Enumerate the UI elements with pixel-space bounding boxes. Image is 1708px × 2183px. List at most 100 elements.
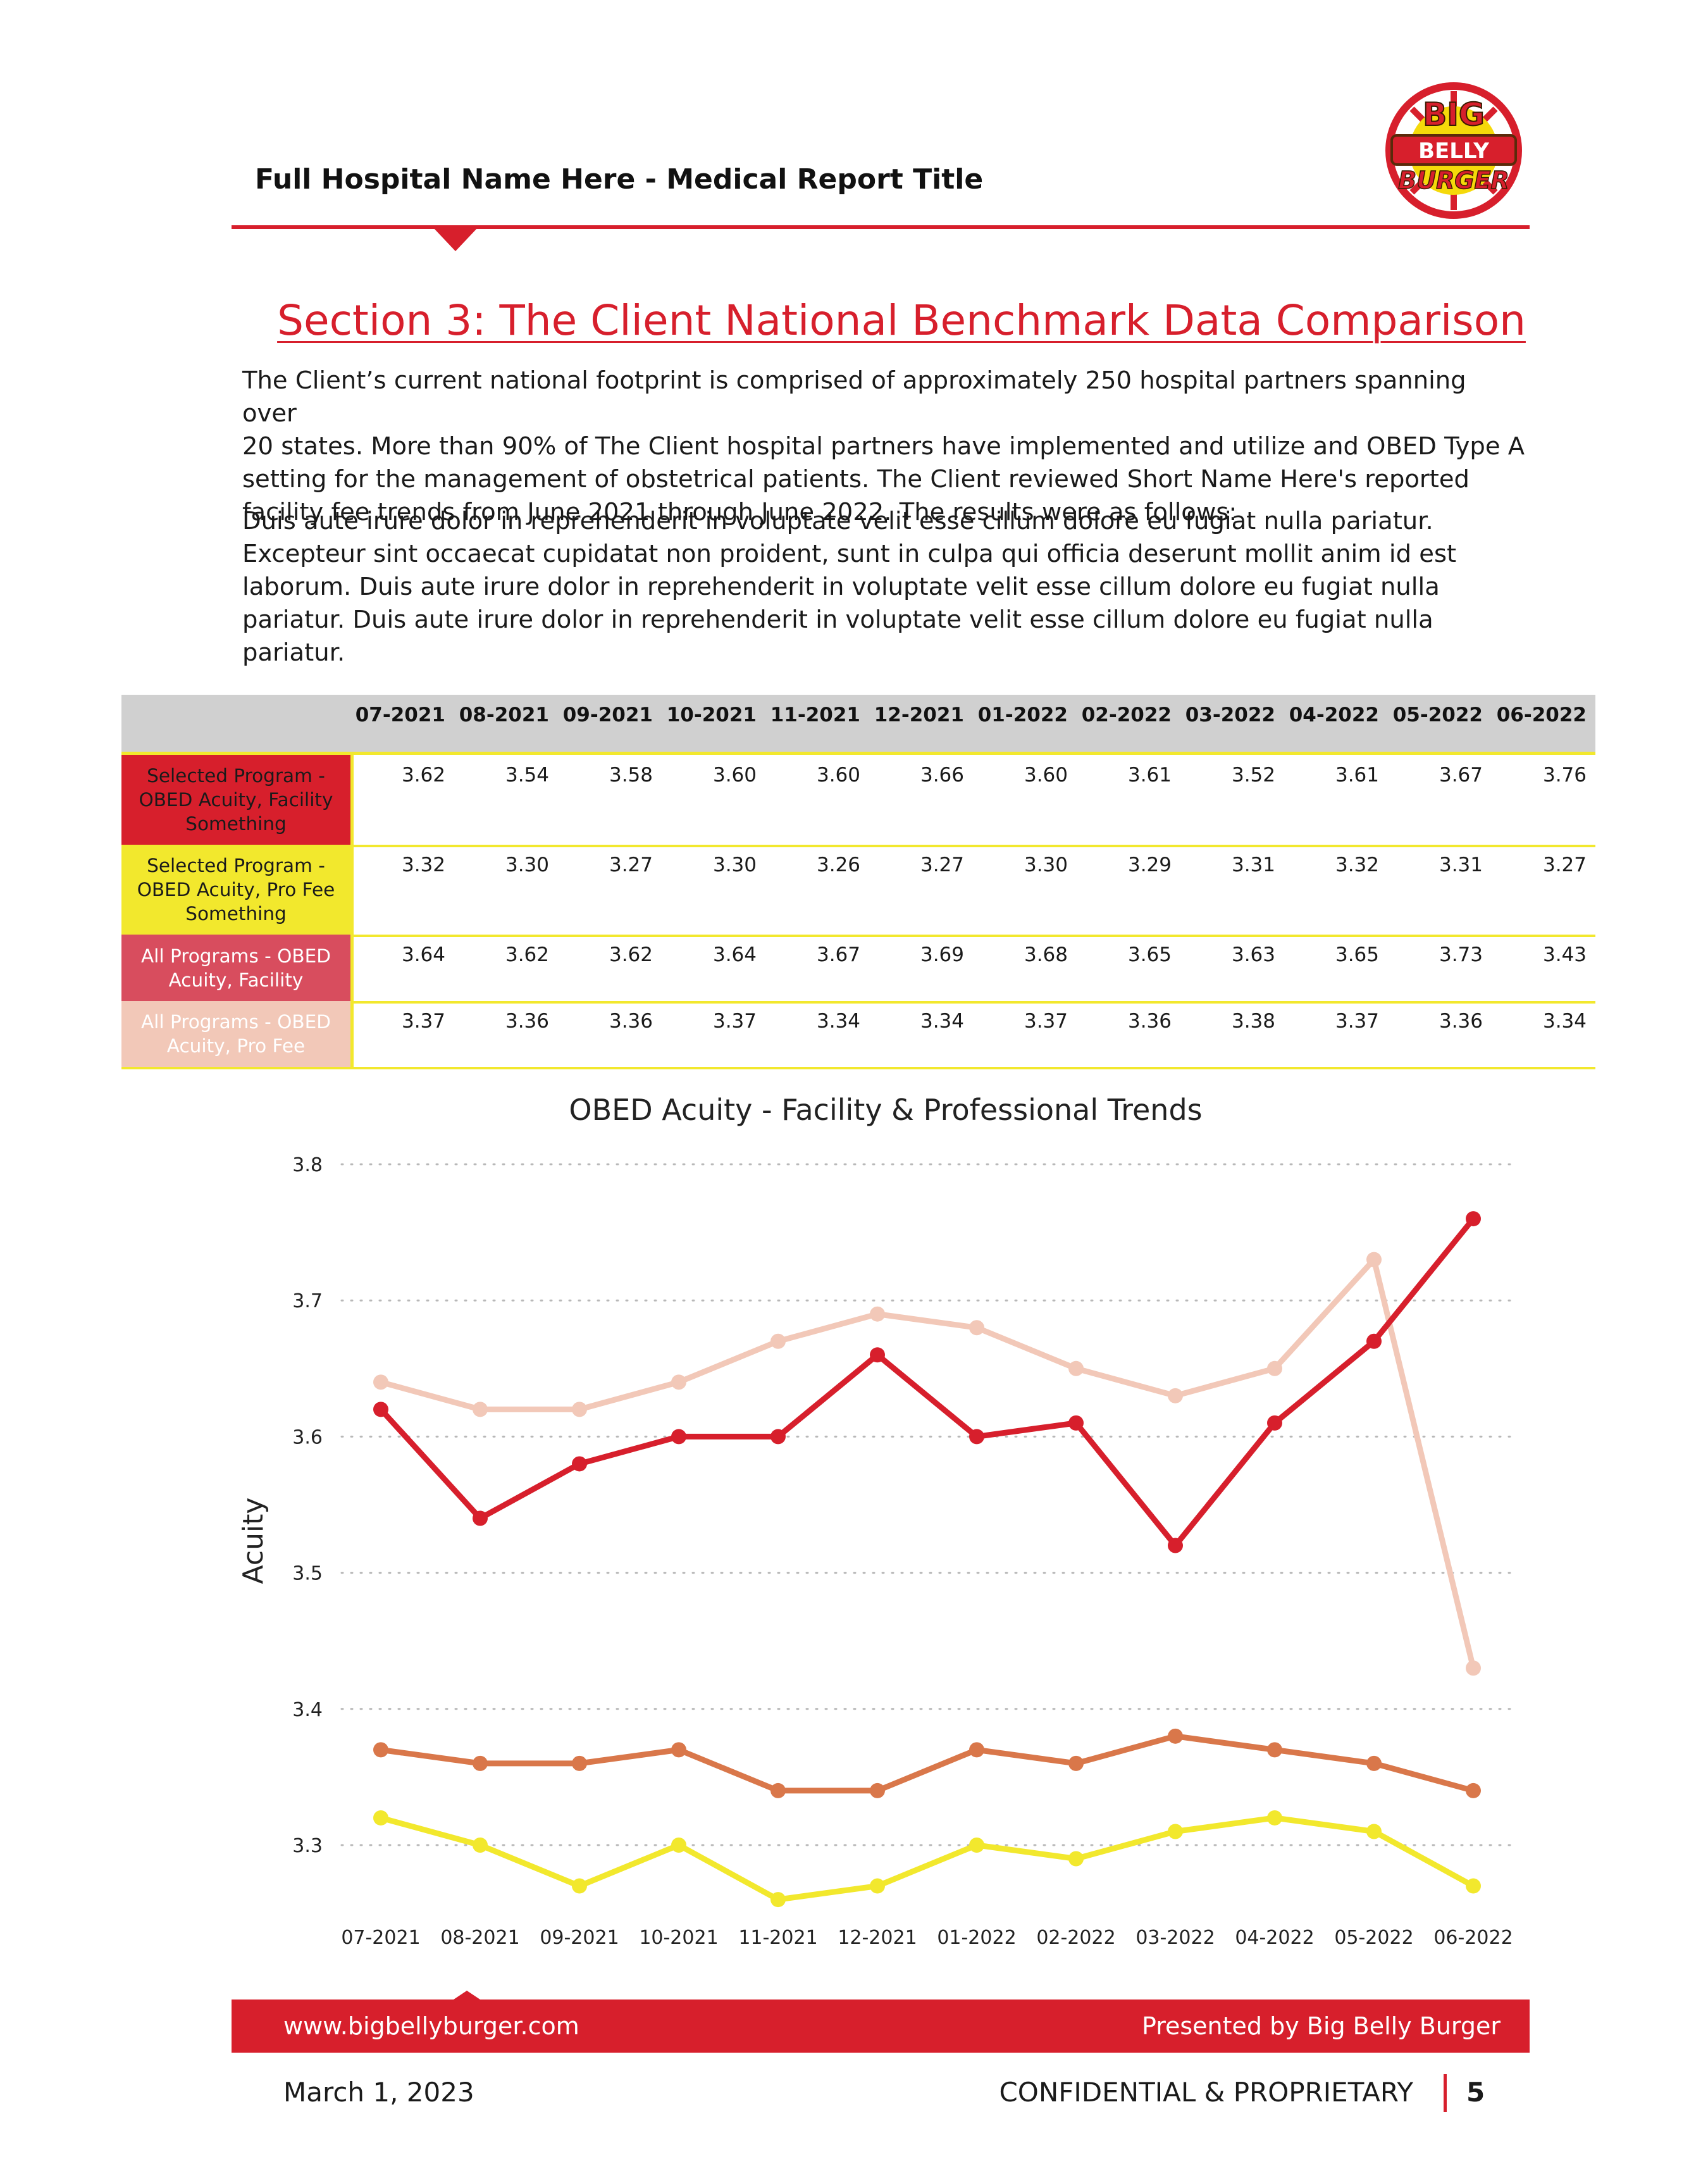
table-row-label: All Programs - OBED Acuity, Pro Fee	[121, 1001, 350, 1067]
table-column-header: 09-2021	[562, 704, 653, 726]
data-point	[770, 1782, 786, 1798]
data-point	[1466, 1211, 1481, 1227]
x-tick-label: 08-2021	[440, 1927, 519, 1949]
data-point	[1466, 1878, 1481, 1894]
footer-presented-by: Presented by Big Belly Burger	[1141, 2012, 1501, 2040]
data-point	[1068, 1415, 1084, 1431]
table-column-divider	[350, 755, 354, 845]
footer-website-link[interactable]: www.bigbellyburger.com	[283, 2012, 579, 2040]
series-line	[380, 1733, 1475, 1794]
table-cell: 3.68	[1024, 943, 1068, 966]
series-line	[378, 1217, 1476, 1549]
table-column-header: 06-2022	[1496, 704, 1587, 726]
table-cell: 3.37	[712, 1010, 757, 1033]
data-point	[671, 1429, 686, 1445]
data-point	[1168, 1824, 1183, 1839]
intro-paragraph: The Client’s current national footprint …	[242, 366, 1525, 526]
table-column-header: 04-2022	[1289, 704, 1379, 726]
data-point	[770, 1892, 786, 1908]
data-point	[1068, 1851, 1084, 1867]
table-cell: 3.61	[1127, 764, 1172, 787]
table-cell: 3.27	[920, 854, 964, 876]
table-column-divider	[350, 845, 354, 935]
page-number: 5	[1466, 2077, 1485, 2108]
table-row-divider	[121, 1067, 1595, 1069]
table-cell: 3.60	[816, 764, 860, 787]
table-cell: 3.27	[1542, 854, 1587, 876]
data-point	[1267, 1360, 1282, 1376]
y-tick-label: 3.4	[292, 1699, 323, 1721]
body-paragraph: Duis aute irure dolor in reprehenderit i…	[242, 507, 1457, 667]
data-point	[1267, 1810, 1282, 1825]
table-cell: 3.52	[1231, 764, 1275, 787]
table-cell: 3.34	[920, 1010, 964, 1033]
section-title: Section 3: The Client National Benchmark…	[277, 296, 1526, 345]
x-tick-label: 01-2022	[937, 1927, 1016, 1949]
table-column-header: 11-2021	[770, 704, 860, 726]
table-cell: 3.31	[1439, 854, 1483, 876]
data-point	[671, 1742, 686, 1758]
logo-text-big: BIG	[1423, 96, 1485, 133]
x-tick-label: 06-2022	[1433, 1927, 1513, 1949]
data-point	[373, 1810, 388, 1825]
table-column-header: 05-2022	[1392, 704, 1483, 726]
data-point	[671, 1374, 686, 1390]
logo-text-belly: BELLY	[1418, 139, 1489, 164]
data-point	[1466, 1660, 1481, 1676]
data-point	[1366, 1333, 1382, 1349]
data-point	[1267, 1415, 1282, 1431]
table-column-header: 01-2022	[977, 704, 1068, 726]
x-tick-label: 05-2022	[1334, 1927, 1413, 1949]
x-tick-label: 07-2021	[341, 1927, 420, 1949]
data-point	[1366, 1824, 1382, 1839]
data-point	[373, 1742, 388, 1758]
series-2	[373, 1728, 1481, 1798]
table-cell: 3.62	[505, 943, 549, 966]
data-point	[870, 1782, 885, 1798]
y-tick-label: 3.3	[292, 1835, 323, 1857]
table-cell: 3.67	[1439, 764, 1483, 787]
table-cell: 3.73	[1439, 943, 1483, 966]
table-column-header: 10-2021	[666, 704, 757, 726]
table-header-rule	[121, 752, 1595, 755]
footer-date: March 1, 2023	[283, 2077, 474, 2108]
table-cell: 3.69	[920, 943, 964, 966]
series-0	[373, 1252, 1481, 1676]
table-cell: 3.63	[1231, 943, 1275, 966]
footer-confidential-label: CONFIDENTIAL & PROPRIETARY	[999, 2077, 1413, 2108]
data-point	[870, 1878, 885, 1894]
table-row-label: Selected Program - OBED Acuity, Facility…	[121, 755, 350, 845]
data-point	[1267, 1742, 1282, 1758]
data-point	[1168, 1538, 1183, 1553]
table-cell: 3.38	[1231, 1010, 1275, 1033]
data-point	[473, 1402, 488, 1417]
data-point	[1168, 1388, 1183, 1403]
table-cell: 3.60	[712, 764, 757, 787]
table-column-header: 07-2021	[355, 704, 445, 726]
y-tick-label: 3.5	[292, 1563, 323, 1585]
data-point	[1366, 1755, 1382, 1771]
footer-separator	[1444, 2074, 1447, 2112]
footer-bar	[232, 2000, 1530, 2053]
table-cell: 3.31	[1231, 854, 1275, 876]
table-row-divider	[121, 1001, 1595, 1004]
table-cell: 3.26	[816, 854, 860, 876]
table-cell: 3.30	[505, 854, 549, 876]
big-belly-burger-logo: BIG BELLY BURGER	[1385, 82, 1522, 219]
x-tick-label: 03-2022	[1136, 1927, 1215, 1949]
table-column-divider	[350, 935, 354, 1001]
data-point	[969, 1429, 984, 1445]
table-cell: 3.36	[1439, 1010, 1483, 1033]
y-tick-label: 3.6	[292, 1426, 323, 1448]
series-3	[373, 1810, 1481, 1908]
data-point	[770, 1333, 786, 1349]
data-point	[373, 1374, 388, 1390]
data-point	[870, 1306, 885, 1322]
x-tick-label: 04-2022	[1235, 1927, 1314, 1949]
data-point	[572, 1755, 587, 1771]
data-point	[473, 1755, 488, 1771]
x-tick-label: 09-2021	[540, 1927, 619, 1949]
table-cell: 3.61	[1335, 764, 1379, 787]
data-point	[572, 1878, 587, 1894]
page-header-title: Full Hospital Name Here - Medical Report…	[255, 163, 984, 196]
